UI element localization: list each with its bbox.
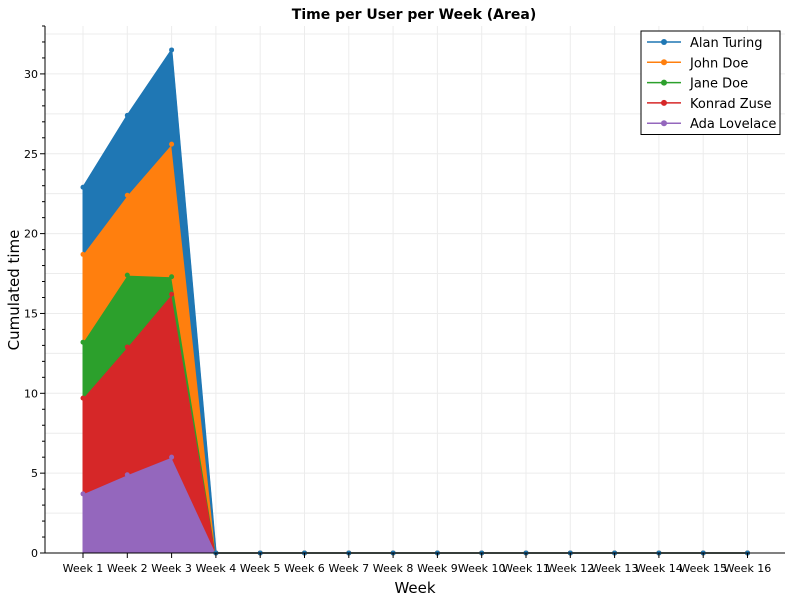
point-jane-doe-3 (169, 274, 175, 280)
point-john-doe-3 (169, 141, 175, 147)
point-ada-lovelace-3 (169, 454, 175, 460)
legend-label: Jane Doe (689, 77, 748, 92)
x-tick-label-14: Week 14 (635, 562, 683, 575)
x-tick-label-12: Week 12 (546, 562, 594, 575)
y-tick-label-10: 10 (24, 387, 38, 400)
legend-item-alan-turing: Alan Turing (647, 36, 763, 51)
point-john-doe-1 (80, 251, 86, 257)
x-tick-label-8: Week 8 (373, 562, 414, 575)
x-tick-label-15: Week 15 (679, 562, 727, 575)
point-konrad-zuse-3 (169, 291, 175, 297)
legend-item-ada-lovelace: Ada Lovelace (647, 117, 776, 132)
legend-swatch-marker (661, 79, 667, 86)
point-konrad-zuse-1 (80, 395, 86, 401)
x-tick-label-16: Week 16 (724, 562, 772, 575)
x-tick-label-13: Week 13 (591, 562, 639, 575)
legend-label: John Doe (689, 56, 748, 71)
legend-item-jane-doe: Jane Doe (647, 77, 748, 92)
legend-label: Alan Turing (690, 36, 763, 51)
x-tick-label-7: Week 7 (328, 562, 369, 575)
x-tick-label-6: Week 6 (284, 562, 325, 575)
point-jane-doe-2 (124, 272, 130, 278)
legend-swatch-marker (661, 59, 667, 66)
y-tick-labels: 0 5 10 15 20 25 30 (24, 68, 38, 560)
point-konrad-zuse-2 (124, 344, 130, 350)
point-john-doe-2 (124, 192, 130, 198)
x-axis-title: Week (394, 579, 435, 597)
x-tick-label-2: Week 2 (107, 562, 148, 575)
legend-swatch-marker (661, 39, 667, 45)
x-tick-labels: Week 1 Week 2 Week 3 Week 4 Week 5 Week 6 Week… (63, 562, 772, 575)
x-tick-label-3: Week 3 (151, 562, 192, 575)
y-tick-label-15: 15 (24, 307, 38, 320)
point-jane-doe-1 (80, 339, 86, 345)
legend-item-konrad-zuse: Konrad Zuse (647, 97, 772, 112)
chart-title: Time per User per Week (Area) (292, 7, 536, 23)
point-alan-turing-2 (124, 112, 130, 118)
x-tick-label-4: Week 4 (196, 562, 237, 575)
legend-item-john-doe: John Doe (647, 56, 748, 71)
point-alan-turing-3 (169, 47, 175, 53)
x-tick-label-1: Week 1 (63, 562, 104, 575)
x-tick-label-9: Week 9 (417, 562, 458, 575)
x-tick-label-11: Week 11 (502, 562, 550, 575)
axes (40, 25, 785, 558)
legend-label: Konrad Zuse (690, 97, 772, 112)
point-alan-turing-1 (80, 184, 86, 190)
y-axis-title: Cumulated time (5, 230, 23, 351)
point-ada-lovelace-2 (124, 472, 130, 478)
y-tick-label-5: 5 (31, 467, 38, 480)
legend-swatch-marker (661, 120, 667, 127)
y-tick-label-0: 0 (31, 547, 38, 560)
y-tick-label-20: 20 (24, 228, 38, 241)
x-tick-label-5: Week 5 (240, 562, 281, 575)
legend-swatch-marker (661, 99, 667, 106)
point-ada-lovelace-1 (80, 491, 86, 497)
x-tick-label-10: Week 10 (458, 562, 506, 575)
legend: Alan Turing John Doe Jane Doe Konrad Zuse Ad… (640, 30, 781, 135)
y-tick-label-30: 30 (24, 68, 38, 81)
y-tick-label-25: 25 (24, 148, 38, 161)
legend-label: Ada Lovelace (690, 117, 776, 132)
